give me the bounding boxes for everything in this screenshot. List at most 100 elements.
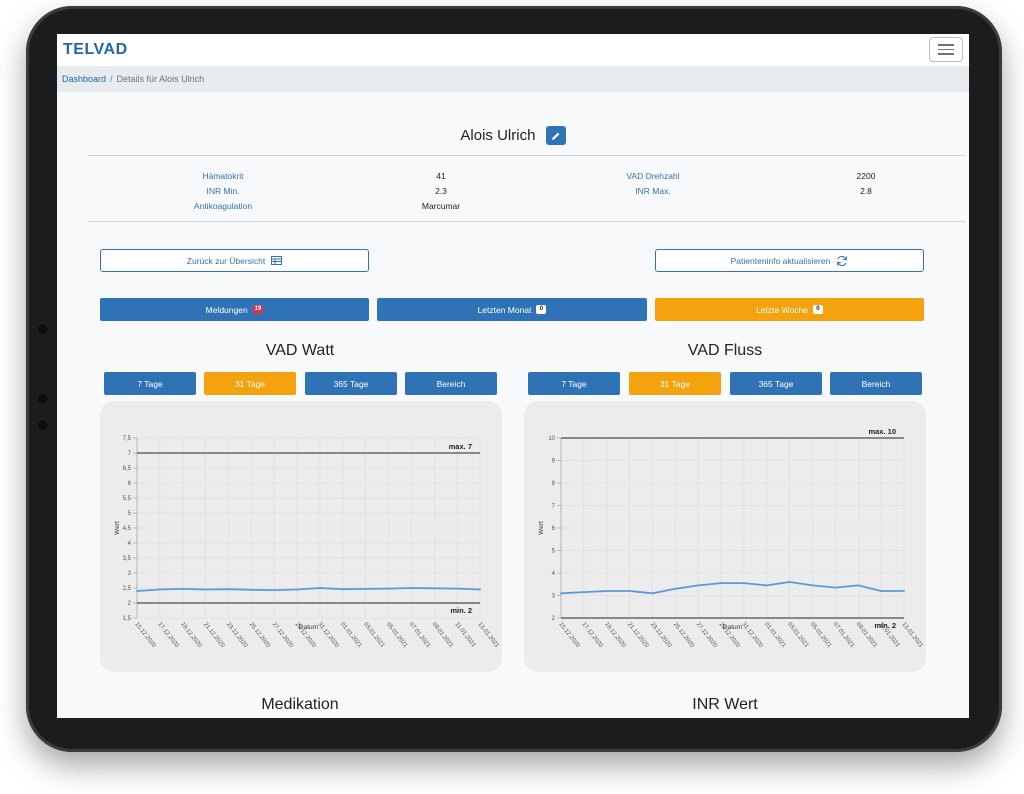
x-tick-label: 17.12.2020 bbox=[580, 622, 604, 650]
table-icon bbox=[271, 256, 283, 265]
x-tick-label: 05.01.2021 bbox=[809, 622, 833, 650]
x-tick-label: 03.01.2021 bbox=[786, 622, 810, 650]
data-point bbox=[273, 589, 276, 591]
data-point bbox=[857, 584, 860, 587]
range-365-tage-button[interactable]: 365 Tage bbox=[305, 372, 397, 395]
range-31-tage-button[interactable]: 31 Tage bbox=[629, 372, 721, 395]
y-tick-label: 5 bbox=[128, 511, 132, 517]
meldungen-count-badge: 19 bbox=[252, 305, 264, 314]
data-point bbox=[651, 592, 654, 595]
x-tick-label: 09.01.2021 bbox=[431, 622, 455, 650]
y-tick-label: 2 bbox=[128, 601, 132, 607]
data-point bbox=[364, 588, 367, 590]
chart-card-vad-watt: 1,5 2 2,5 3 3,5 4 4,5 5 5,5 6 6,5 7 7,5 15.12.2020 17.… bbox=[100, 401, 502, 672]
data-point bbox=[227, 588, 230, 591]
info-value-inr-max: 2.8 bbox=[860, 186, 872, 196]
hamburger-icon bbox=[938, 44, 954, 46]
x-tick-label: 27.12.2020 bbox=[695, 622, 719, 650]
range-365-tage-button[interactable]: 365 Tage bbox=[730, 372, 822, 395]
y-tick-label: 4 bbox=[552, 571, 556, 577]
x-tick-label: 17.12.2020 bbox=[156, 622, 180, 650]
range-bereich-button[interactable]: Bereich bbox=[405, 372, 497, 395]
side-sensor bbox=[38, 324, 48, 334]
vad-watt-chart: 1,5 2 2,5 3 3,5 4 4,5 5 5,5 6 6,5 7 7,5 15.12.2020 17.… bbox=[114, 436, 500, 650]
series-line bbox=[560, 581, 904, 595]
letzte-woche-count-badge: 0 bbox=[812, 305, 823, 314]
data-point bbox=[765, 584, 768, 587]
app-screen: TELVAD Dashboard / Details für Alois Ulric… bbox=[57, 34, 969, 718]
range-31-tage-button[interactable]: 31 Tage bbox=[204, 372, 296, 395]
y-tick-label: 8 bbox=[552, 481, 556, 487]
x-tick-label: 15.12.2020 bbox=[557, 622, 581, 650]
back-to-overview-button[interactable]: Zurück zur Übersicht bbox=[100, 249, 369, 272]
tab-letzten-monat[interactable]: Letzten Monat 0 bbox=[377, 298, 647, 321]
tab-letzten-monat-label: Letzten Monat bbox=[477, 304, 532, 315]
edit-patient-button[interactable] bbox=[545, 126, 566, 145]
x-tick-label: 23.12.2020 bbox=[649, 622, 673, 650]
tab-letzte-woche[interactable]: Letzte Woche 0 bbox=[655, 298, 924, 321]
x-tick-label: 31.12.2020 bbox=[316, 622, 340, 650]
info-value-antikoagulation: Marcumar bbox=[421, 201, 461, 211]
data-point bbox=[136, 590, 138, 592]
y-tick-label: 6 bbox=[128, 481, 132, 487]
info-value-vad-drehzahl: 2200 bbox=[856, 171, 876, 181]
data-point bbox=[387, 587, 390, 590]
y-tick-label: 1,5 bbox=[123, 616, 132, 622]
data-point bbox=[319, 587, 321, 589]
x-tick-label: 19.12.2020 bbox=[179, 622, 203, 650]
x-tick-label: 25.12.2020 bbox=[248, 622, 272, 650]
range-bereich-button[interactable]: Bereich bbox=[830, 372, 922, 395]
data-point bbox=[250, 588, 253, 591]
breadcrumb: Dashboard / Details für Alois Ulrich bbox=[57, 66, 969, 92]
max-threshold-label: max. 7 bbox=[449, 442, 472, 451]
y-tick-label: 7,5 bbox=[123, 436, 132, 442]
x-axis-label: Datum bbox=[299, 624, 318, 631]
section-title-inr-wert: INR Wert bbox=[692, 696, 758, 713]
y-tick-label: 10 bbox=[548, 436, 555, 442]
x-tick-label: 13.01.2021 bbox=[476, 622, 500, 650]
info-value-inr-min: 2.3 bbox=[435, 186, 447, 196]
main-content: Alois Ulrich Hämatokrit 41 INR Min. 2.3 … bbox=[57, 92, 969, 718]
refresh-patient-info-button[interactable]: Patienteninfo aktualisieren bbox=[655, 249, 924, 272]
y-tick-label: 2 bbox=[552, 616, 556, 622]
data-point bbox=[410, 587, 413, 589]
data-point bbox=[479, 588, 481, 591]
x-tick-label: 07.01.2021 bbox=[832, 622, 856, 650]
breadcrumb-current: Details für Alois Ulrich bbox=[116, 74, 205, 84]
data-point bbox=[582, 591, 585, 594]
brand-logo[interactable]: TELVAD bbox=[63, 41, 128, 58]
tab-meldungen[interactable]: Meldungen 19 bbox=[100, 298, 369, 321]
chart-title-vad-fluss: VAD Fluss bbox=[687, 342, 763, 359]
x-tick-label: 05.01.2021 bbox=[385, 622, 409, 650]
menu-toggle-button[interactable] bbox=[929, 37, 963, 62]
series-line bbox=[136, 587, 481, 592]
section-title-medikation: Medikation bbox=[261, 696, 339, 713]
y-tick-label: 2,5 bbox=[123, 586, 132, 592]
data-point bbox=[811, 584, 814, 587]
data-point bbox=[456, 587, 459, 590]
chart-title-vad-watt: VAD Watt bbox=[265, 342, 335, 359]
data-point bbox=[674, 587, 677, 590]
max-threshold-label: max. 10 bbox=[868, 427, 896, 436]
range-7-tage-button[interactable]: 7 Tage bbox=[528, 372, 620, 395]
letzten-monat-count-badge: 0 bbox=[536, 305, 547, 314]
info-label-inr-max: INR Max. bbox=[635, 186, 671, 196]
data-point bbox=[788, 581, 791, 583]
refresh-button-label: Patienteninfo aktualisieren bbox=[730, 255, 831, 266]
data-point bbox=[628, 590, 631, 592]
data-point bbox=[341, 588, 344, 591]
side-sensor bbox=[38, 394, 48, 404]
info-label-vad-drehzahl: VAD Drehzahl bbox=[626, 171, 680, 181]
y-tick-label: 7 bbox=[128, 451, 132, 457]
info-value-haematokrit: 41 bbox=[436, 171, 446, 181]
y-tick-label: 4 bbox=[128, 541, 132, 547]
x-tick-label: 01.01.2021 bbox=[763, 622, 787, 650]
navbar: TELVAD bbox=[57, 34, 969, 66]
range-7-tage-button[interactable]: 7 Tage bbox=[104, 372, 196, 395]
data-point bbox=[433, 587, 436, 590]
info-label-antikoagulation: Antikoagulation bbox=[193, 201, 253, 211]
min-threshold-label: min. 2 bbox=[874, 621, 896, 630]
breadcrumb-dashboard-link[interactable]: Dashboard bbox=[62, 74, 107, 84]
x-axis-label: Datum bbox=[723, 624, 742, 631]
tab-meldungen-label: Meldungen bbox=[205, 304, 248, 315]
